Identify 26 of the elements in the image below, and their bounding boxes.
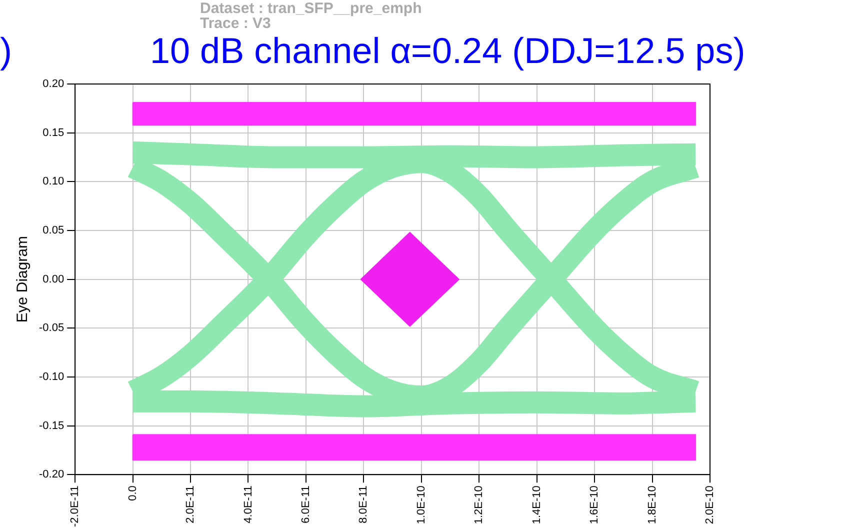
x-tick-label: 1.8E-10 xyxy=(646,486,658,524)
y-tick-label: -0.05 xyxy=(38,322,64,334)
text: Trace : V3 xyxy=(200,15,271,32)
text: ) xyxy=(0,30,12,72)
x-tick-label: 1.6E-10 xyxy=(588,486,601,524)
text: Dataset : tran_SFP__pre_emph xyxy=(200,0,422,17)
x-tick-label: 1.0E-10 xyxy=(415,486,428,524)
y-tick-label: 0.00 xyxy=(42,273,64,286)
x-tick-label: 6.0E-11 xyxy=(300,486,312,524)
x-tick-label: 4.0E-11 xyxy=(242,486,254,524)
x-tick-label: -2.0E-11 xyxy=(69,486,82,527)
y-tick-label: 0.15 xyxy=(42,126,64,139)
y-tick-label: 0.10 xyxy=(42,176,64,188)
x-tick-label: 2.0E-10 xyxy=(704,486,716,524)
y-tick-label: -0.15 xyxy=(38,420,64,432)
y-tick-label: 0.20 xyxy=(42,78,64,90)
x-tick-label: 8.0E-11 xyxy=(358,486,370,524)
y-axis-title: Eye Diagram xyxy=(14,236,32,323)
y-tick-label: -0.20 xyxy=(38,468,64,481)
y-tick-label: -0.10 xyxy=(38,371,64,383)
chart-title: 10 dB channel α=0.24 (DDJ=12.5 ps) xyxy=(150,30,746,72)
y-tick-label: 0.05 xyxy=(42,224,64,237)
x-tick-label: 1.2E-10 xyxy=(473,486,486,524)
x-tick-label: 2.0E-11 xyxy=(184,486,197,524)
x-tick-label: 1.4E-10 xyxy=(530,486,543,524)
x-tick-label: 0.0 xyxy=(126,486,139,501)
